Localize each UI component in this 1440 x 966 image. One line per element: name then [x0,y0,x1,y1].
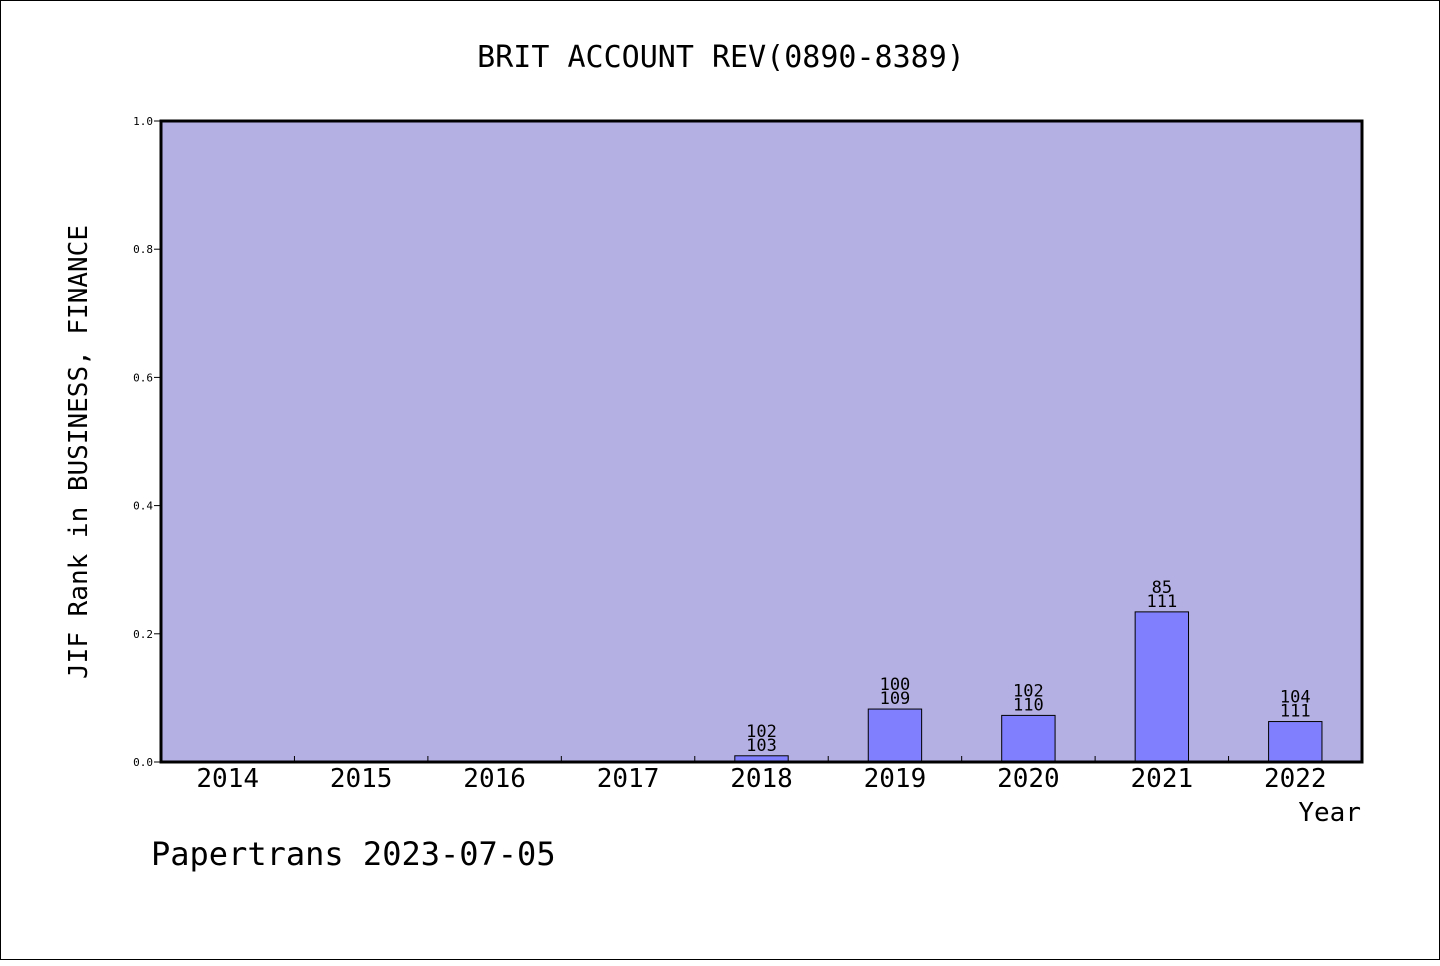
x-tick-label: 2019 [864,764,927,794]
x-tick-label: 2018 [730,764,793,794]
chart-title: BRIT ACCOUNT REV(0890-8389) [477,40,965,75]
bar-rank-label: 104 [1280,688,1311,708]
bar [1268,721,1323,763]
bar-rank-label: 102 [746,722,777,742]
y-tick-label: 0.2 [133,628,153,641]
bar-total-label: 111 [1146,592,1177,612]
y-tick-label: 1.0 [133,115,153,128]
bar-total-label: 111 [1280,702,1311,722]
x-axis-ticks: 2014 2015 2016 2017 2018 2019 2020 2021 2022 [196,756,1327,794]
bar-total-label: 103 [746,736,777,756]
bars-group [734,611,1323,763]
y-tick-label: 0.4 [133,500,153,513]
bar [1134,611,1190,763]
x-tick-label: 2022 [1264,764,1327,794]
y-axis-ticks: 0.0 0.2 0.4 0.6 0.8 1.0 [133,115,161,769]
x-tick-label: 2020 [997,764,1060,794]
y-axis-label: JIF Rank in BUSINESS, FINANCE [64,225,94,679]
bar [1001,714,1056,763]
bar-rank-label: 102 [1013,681,1044,701]
y-tick-label: 0.6 [133,371,153,384]
bar-total-label: 109 [880,689,911,709]
x-tick-label: 2017 [597,764,660,794]
x-tick-label: 2016 [463,764,526,794]
x-tick-label: 2014 [196,764,259,794]
bar-rank-label: 100 [880,675,911,695]
x-axis-label: Year [1298,798,1361,828]
x-tick-label: 2015 [330,764,393,794]
bar-rank-label: 85 [1152,578,1172,598]
x-tick-label: 2021 [1131,764,1194,794]
bar-total-label: 110 [1013,695,1044,715]
bar [867,708,923,763]
footer-note: Papertrans 2023-07-05 [151,835,556,873]
y-tick-label: 0.8 [133,243,153,256]
y-tick-label: 0.0 [133,756,153,769]
plot-border [159,119,1364,764]
